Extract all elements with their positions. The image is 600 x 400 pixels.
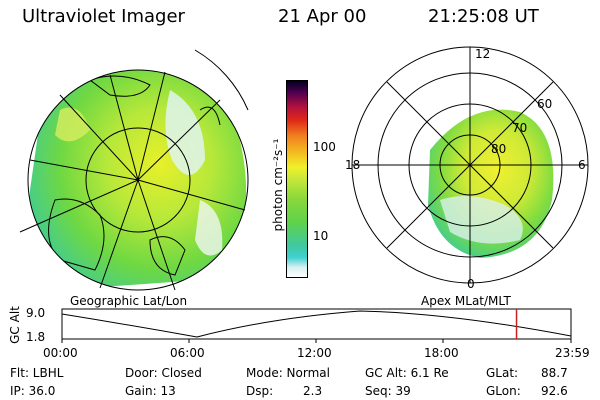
status-flt: Flt: LBHL xyxy=(10,366,64,380)
status-glon-value: 92.6 xyxy=(541,384,568,398)
mlt-label-12: 12 xyxy=(475,47,491,61)
timeline-ytick-high: 9.0 xyxy=(26,306,46,320)
timeline-xtick-1800: 18:00 xyxy=(424,346,459,360)
date-label: 21 Apr 00 xyxy=(278,6,367,27)
lat-label-70: 70 xyxy=(512,121,528,135)
status-seq: Seq: 39 xyxy=(365,384,411,398)
colorbar xyxy=(286,80,308,278)
status-glat-value: 88.7 xyxy=(541,366,568,380)
mlt-label-0: 0 xyxy=(467,277,475,291)
mlt-label-6: 6 xyxy=(578,158,586,172)
timeline-ytick-low: 1.8 xyxy=(26,330,46,344)
mlt-label-18: 18 xyxy=(345,158,361,172)
geo-panel-label: Geographic Lat/Lon xyxy=(70,294,188,308)
status-glon-label: GLon: xyxy=(486,384,521,398)
colorbar-tick-100: 100 xyxy=(313,140,336,154)
timeline-xtick-0000: 00:00 xyxy=(43,346,78,360)
status-dsp-label: Dsp: xyxy=(246,384,274,398)
status-gain: Gain: 13 xyxy=(125,384,176,398)
instrument-title: Ultraviolet Imager xyxy=(22,6,185,27)
colorbar-tick-10: 10 xyxy=(313,229,329,243)
status-mode: Mode: Normal xyxy=(246,366,330,380)
status-door: Door: Closed xyxy=(125,366,202,380)
time-label: 21:25:08 UT xyxy=(428,6,539,27)
status-ip: IP: 36.0 xyxy=(10,384,56,398)
status-gcalt: GC Alt: 6.1 Re xyxy=(365,366,449,380)
timeline-xtick-0600: 06:00 xyxy=(170,346,205,360)
timeline-xtick-2359: 23:59 xyxy=(555,346,590,360)
lat-label-80: 80 xyxy=(491,142,507,156)
status-glat-label: GLat: xyxy=(486,366,519,380)
status-dsp-value: 2.3 xyxy=(303,384,323,398)
lat-label-60: 60 xyxy=(537,97,553,111)
timeline-xtick-1200: 12:00 xyxy=(297,346,332,360)
apex-panel-label: Apex MLat/MLT xyxy=(421,294,511,308)
